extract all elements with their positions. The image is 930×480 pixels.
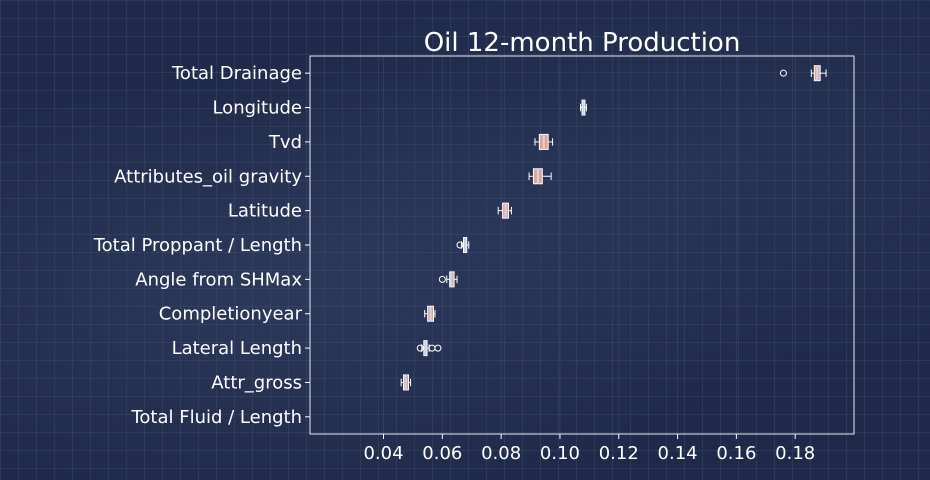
y-tick-label: Tvd xyxy=(268,132,302,153)
y-tick-label: Attr_gross xyxy=(211,372,302,393)
y-tick-label: Total Drainage xyxy=(171,63,302,84)
x-tick-label: 0.04 xyxy=(363,443,403,464)
outlier-point xyxy=(779,69,787,77)
box-3 xyxy=(534,133,554,150)
outlier-point xyxy=(416,344,424,352)
x-axis: 0.04 0.06 0.08 0.10 0.12 0.14 0.16 0.18 xyxy=(363,434,815,464)
box-6 xyxy=(456,237,470,253)
y-tick-label: Total Fluid / Length xyxy=(130,407,302,428)
box-7 xyxy=(438,271,458,288)
x-tick-label: 0.06 xyxy=(422,443,462,464)
x-tick-label: 0.14 xyxy=(658,443,698,464)
y-tick-label: Completionyear xyxy=(159,304,303,325)
box-1 xyxy=(779,65,827,82)
outlier-point xyxy=(428,344,436,352)
box-8 xyxy=(424,305,436,322)
outlier-point xyxy=(456,241,464,249)
y-tick-label: Attributes_oil gravity xyxy=(114,166,302,187)
x-tick-label: 0.08 xyxy=(481,443,521,464)
chart-title: Oil 12-month Production xyxy=(424,28,741,58)
x-tick-label: 0.12 xyxy=(599,443,639,464)
box-2 xyxy=(580,99,587,116)
y-tick-label: Lateral Length xyxy=(172,338,302,359)
boxes-layer xyxy=(400,65,827,391)
box-4 xyxy=(528,168,552,185)
plot-gridlines xyxy=(383,56,796,434)
y-axis: Total Drainage Longitude Tvd Attributes_oil… xyxy=(93,63,310,428)
x-tick-label: 0.16 xyxy=(716,443,756,464)
x-tick-label: 0.18 xyxy=(775,443,815,464)
box-9 xyxy=(416,340,442,357)
y-tick-label: Total Proppant / Length xyxy=(93,235,302,256)
box-5 xyxy=(497,202,512,219)
outlier-point xyxy=(434,344,442,352)
x-tick-label: 0.10 xyxy=(540,443,580,464)
y-tick-label: Latitude xyxy=(228,201,302,222)
y-tick-label: Longitude xyxy=(212,98,302,119)
y-tick-label: Angle from SHMax xyxy=(135,269,302,290)
box-10 xyxy=(400,374,412,391)
outlier-point xyxy=(438,275,446,283)
